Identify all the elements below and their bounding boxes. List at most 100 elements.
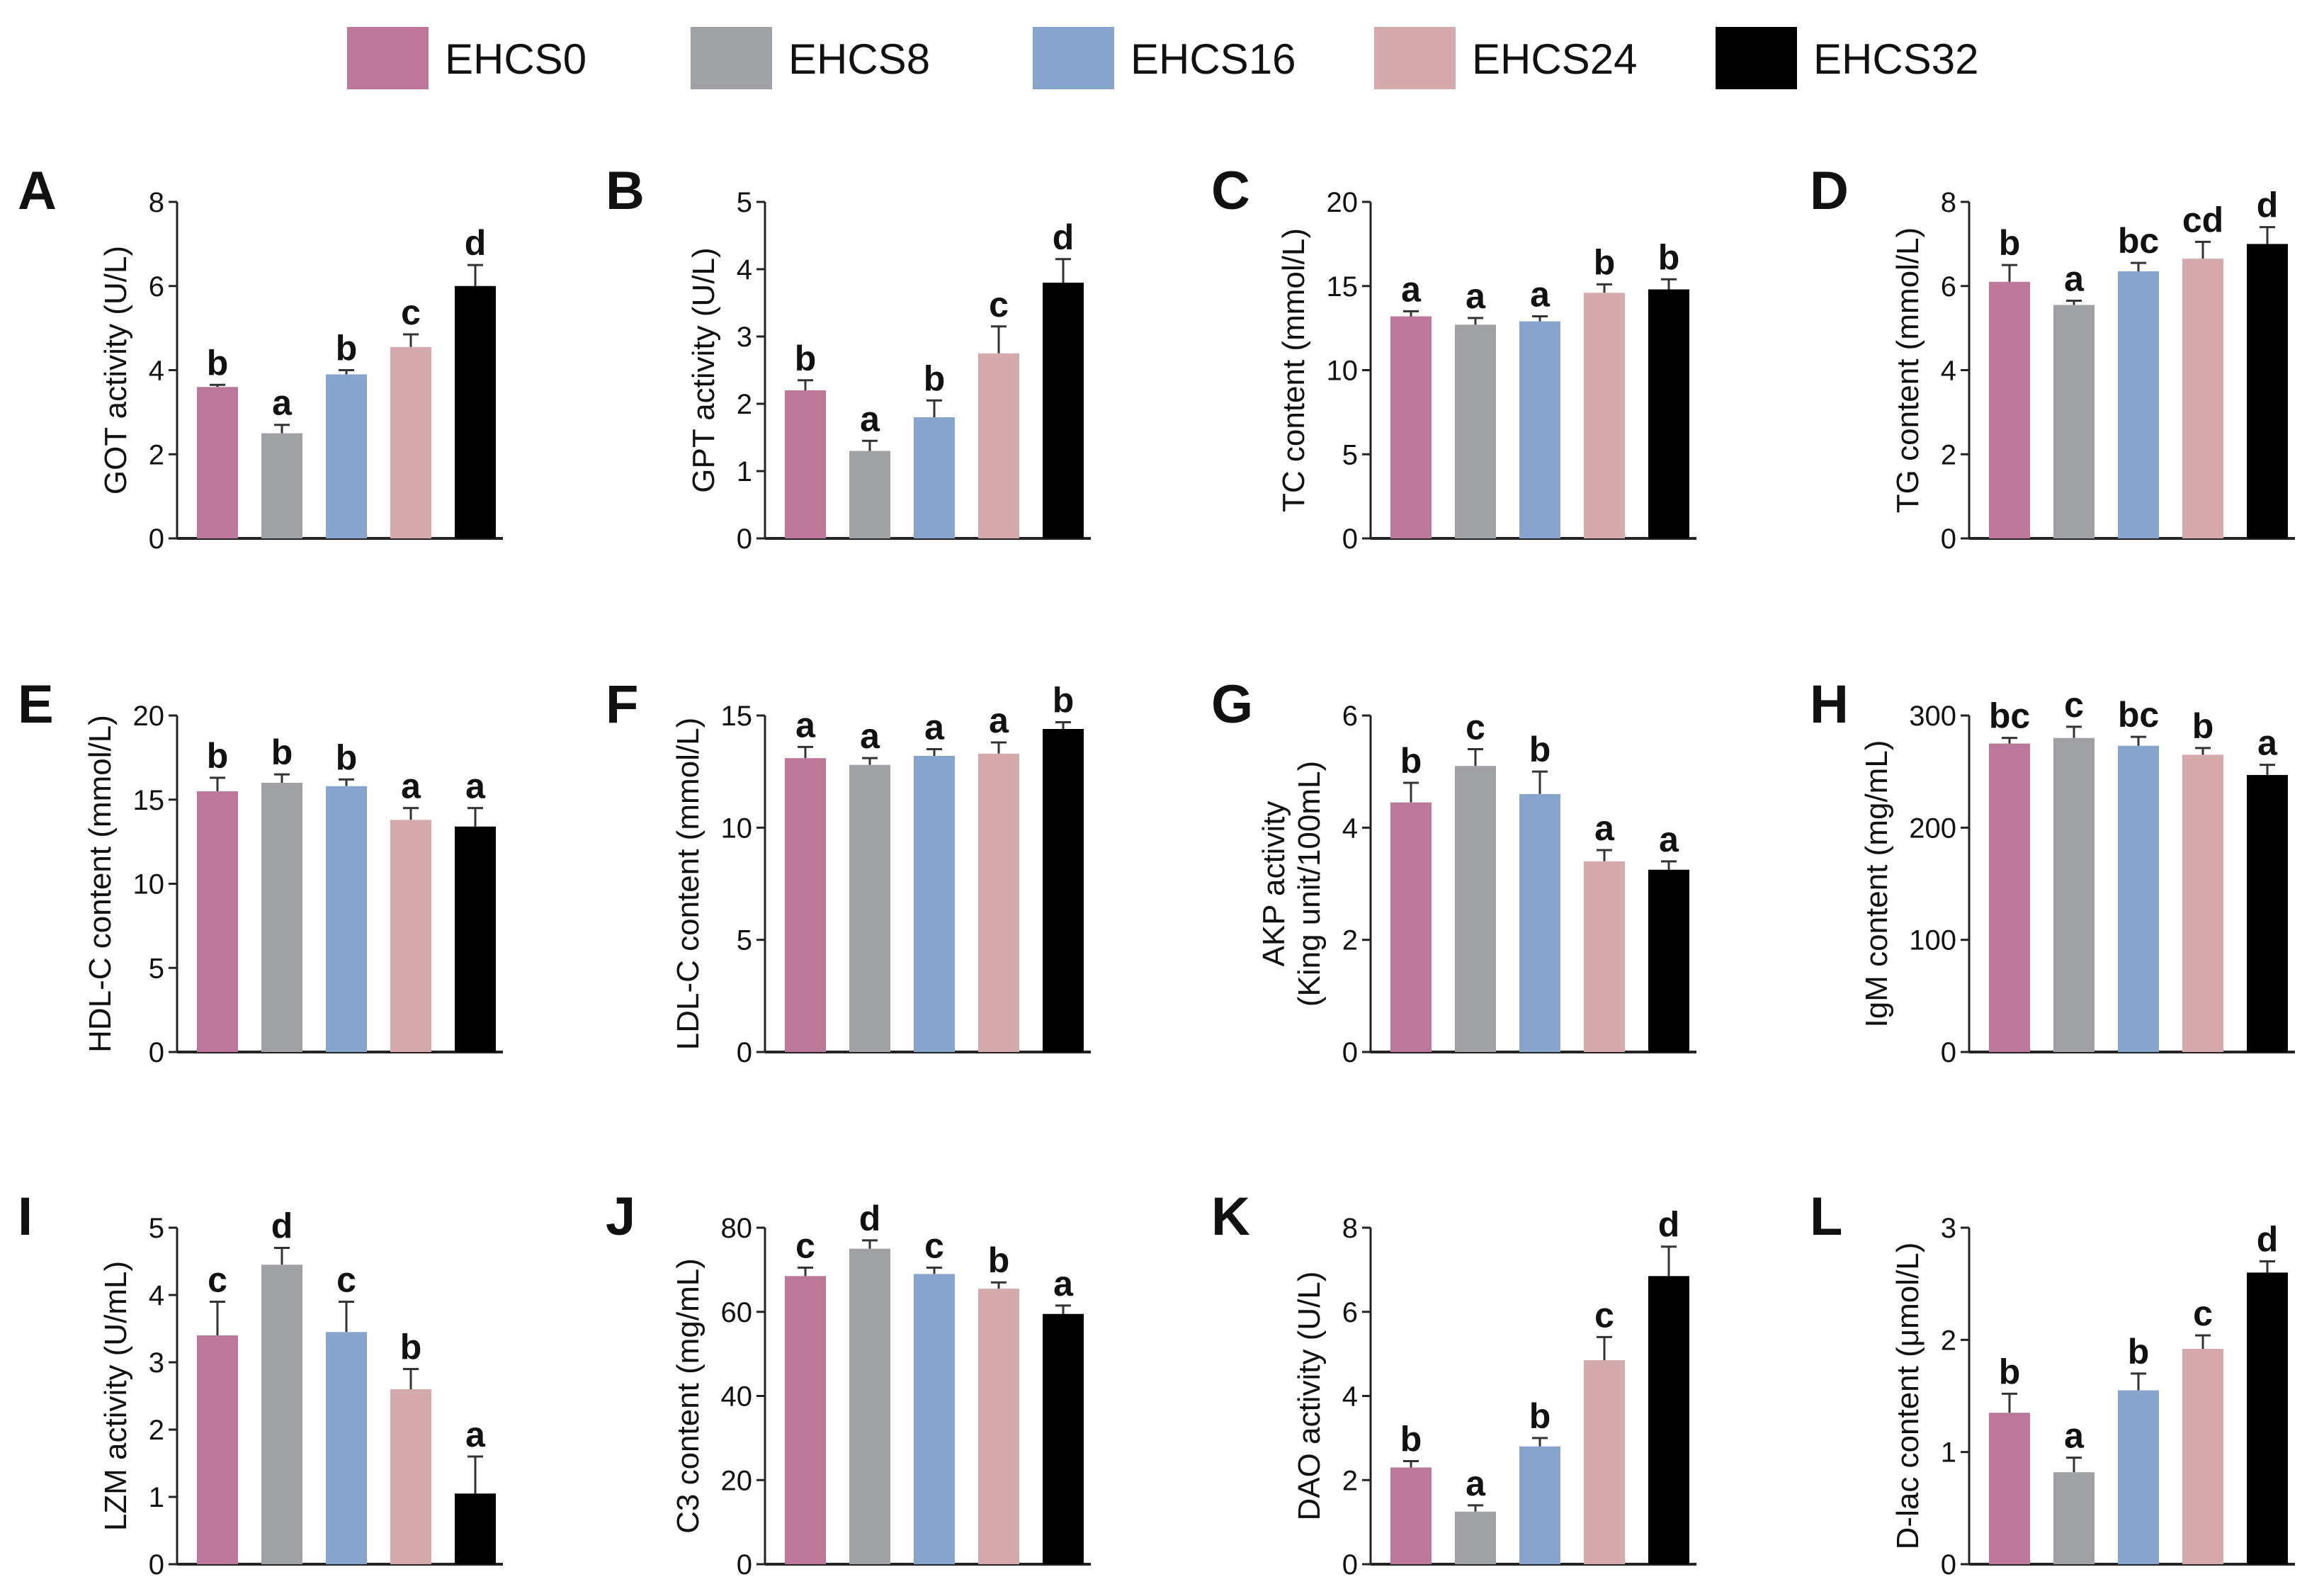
y-axis-label: TG content (mmol/L) — [1891, 227, 1925, 513]
significance-letter: a — [2064, 259, 2085, 299]
y-axis-label: (King unit/100mL) — [1292, 761, 1327, 1007]
legend-swatch-ehcs0 — [347, 27, 429, 89]
y-tick-label: 20 — [1327, 187, 1359, 218]
significance-letter: a — [924, 708, 945, 747]
y-tick-label: 3 — [1941, 1213, 1956, 1244]
bar-ehcs32 — [455, 285, 496, 538]
bar-ehcs8 — [261, 1265, 302, 1564]
y-tick-label: 5 — [149, 1213, 164, 1244]
bar-ehcs32 — [1648, 1276, 1689, 1564]
significance-letter: c — [401, 293, 421, 332]
y-tick-label: 2 — [149, 439, 164, 470]
bar-ehcs16 — [2118, 1390, 2159, 1564]
bar-ehcs24 — [2182, 259, 2223, 538]
panel-letter: K — [1211, 1187, 1250, 1247]
y-tick-label: 3 — [737, 322, 752, 353]
y-tick-label: 10 — [133, 869, 165, 900]
significance-letter: c — [989, 285, 1009, 324]
y-axis-label: D-lac content (μmol/L) — [1891, 1243, 1925, 1550]
y-tick-label: 8 — [1941, 187, 1956, 218]
significance-letter: d — [2257, 186, 2279, 225]
significance-letter: b — [207, 736, 229, 776]
y-tick-label: 40 — [721, 1381, 753, 1413]
panel-g: G 0 2 4 6 AKP activity (King unit/100mL) b c b a a — [1211, 674, 1696, 1068]
panel-letter: A — [18, 161, 57, 221]
bar-ehcs0 — [1390, 316, 1432, 538]
significance-letter: c — [2064, 685, 2084, 725]
significance-letter: b — [1529, 730, 1551, 769]
y-tick-label: 0 — [149, 1549, 164, 1580]
bar-ehcs0 — [197, 791, 238, 1052]
significance-letter: d — [1658, 1205, 1680, 1245]
significance-letter: b — [795, 339, 817, 378]
bar-ehcs16 — [1519, 1446, 1560, 1564]
panel-letter: J — [606, 1187, 635, 1247]
bar-ehcs0 — [1989, 743, 2030, 1052]
significance-letter: bc — [2118, 695, 2159, 735]
y-tick-label: 20 — [721, 1465, 753, 1496]
bar-ehcs16 — [1519, 321, 1560, 538]
y-tick-label: 8 — [1342, 1213, 1358, 1244]
significance-letter: b — [1400, 741, 1422, 781]
significance-letter: bc — [2118, 221, 2159, 261]
bar-ehcs24 — [1584, 293, 1625, 538]
significance-letter: b — [1658, 237, 1680, 277]
significance-letter: c — [1594, 1295, 1614, 1335]
bar-ehcs16 — [2118, 745, 2159, 1052]
significance-letter: c — [1466, 708, 1485, 747]
bar-ehcs24 — [390, 346, 431, 538]
y-tick-label: 80 — [721, 1213, 753, 1244]
y-tick-label: 0 — [737, 1037, 752, 1068]
significance-letter: d — [2257, 1220, 2279, 1260]
significance-letter: d — [1053, 217, 1075, 257]
y-tick-label: 0 — [1941, 1549, 1956, 1580]
significance-letter: b — [2128, 1332, 2150, 1372]
significance-letter: a — [465, 1415, 486, 1454]
bar-ehcs0 — [1390, 802, 1432, 1052]
bar-ehcs32 — [1043, 729, 1084, 1052]
bar-ehcs24 — [390, 1389, 431, 1564]
bar-ehcs8 — [849, 451, 890, 538]
y-tick-label: 0 — [1941, 524, 1956, 555]
significance-letter: b — [336, 329, 358, 368]
bar-ehcs24 — [978, 753, 1019, 1052]
bar-ehcs8 — [1455, 766, 1496, 1052]
y-tick-label: 6 — [149, 271, 164, 302]
bar-ehcs0 — [197, 1335, 238, 1564]
bar-ehcs24 — [978, 1289, 1019, 1564]
y-tick-label: 2 — [737, 389, 752, 420]
significance-letter: c — [795, 1226, 815, 1265]
y-tick-label: 10 — [1327, 356, 1359, 387]
y-tick-label: 5 — [737, 925, 752, 956]
bar-ehcs16 — [914, 756, 955, 1052]
panel-letter: F — [606, 674, 638, 735]
significance-letter: a — [1659, 820, 1679, 859]
bar-ehcs32 — [455, 826, 496, 1052]
bar-ehcs0 — [1989, 1413, 2030, 1564]
y-tick-label: 0 — [1941, 1037, 1956, 1068]
bar-ehcs0 — [785, 390, 826, 538]
bar-ehcs24 — [1584, 861, 1625, 1052]
bar-ehcs32 — [1648, 289, 1689, 538]
legend-label: EHCS32 — [1813, 35, 1978, 83]
y-tick-label: 0 — [149, 1037, 164, 1068]
bar-ehcs32 — [455, 1493, 496, 1564]
significance-letter: b — [1594, 242, 1616, 282]
bar-ehcs24 — [2182, 1349, 2223, 1564]
y-axis-label: DAO activity (U/L) — [1292, 1271, 1327, 1520]
bar-ehcs24 — [2182, 754, 2223, 1052]
legend-label: EHCS0 — [445, 35, 586, 83]
bar-ehcs24 — [390, 820, 431, 1052]
significance-letter: a — [2064, 1416, 2085, 1456]
y-tick-label: 3 — [149, 1347, 164, 1379]
y-tick-label: 4 — [1342, 1381, 1358, 1413]
significance-letter: a — [272, 383, 293, 423]
legend-label: EHCS16 — [1130, 35, 1296, 83]
panel-a: A 0 2 4 6 8 GOT activity (U/L) b a b c d — [18, 161, 503, 555]
y-tick-label: 0 — [1342, 1037, 1358, 1068]
legend-label: EHCS24 — [1472, 35, 1637, 83]
y-tick-label: 0 — [1342, 524, 1358, 555]
bar-ehcs32 — [1043, 1313, 1084, 1564]
significance-letter: d — [859, 1199, 881, 1238]
